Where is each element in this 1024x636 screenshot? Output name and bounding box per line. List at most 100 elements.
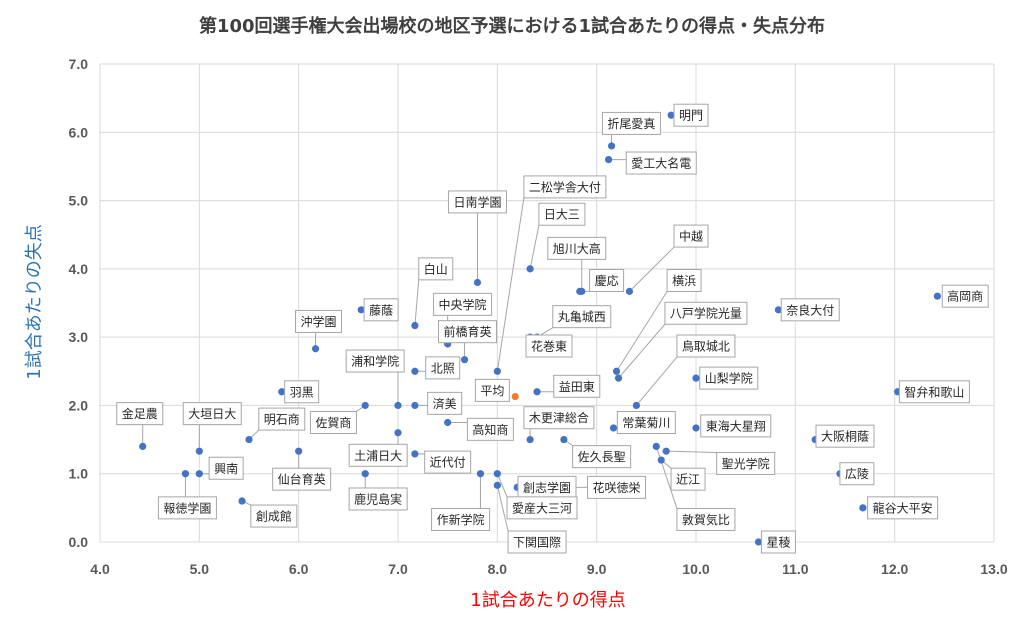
- data-label-box: [625, 151, 697, 175]
- data-label: 日南学園: [447, 190, 507, 214]
- x-tick-label: 7.0: [388, 561, 408, 577]
- data-point: [476, 470, 485, 478]
- data-label-box: [699, 366, 759, 390]
- data-label-box: [670, 467, 706, 491]
- data-label: 東海大星翔: [700, 414, 772, 438]
- data-point: [612, 367, 621, 375]
- data-label-box: [418, 257, 454, 281]
- data-point: [295, 447, 303, 455]
- data-label-text: 二松学舎大付: [529, 179, 601, 194]
- data-label-text: 東海大星翔: [706, 418, 766, 433]
- data-point: [933, 292, 941, 300]
- y-tick-label: 5.0: [69, 193, 89, 209]
- data-label-box: [208, 456, 244, 480]
- data-label-text: 丸亀城西: [558, 310, 606, 324]
- data-label-text: 佐賀商: [315, 415, 351, 430]
- data-label-text: 日大三: [544, 208, 580, 222]
- data-label-text: 興南: [214, 461, 238, 476]
- data-point: [526, 265, 534, 273]
- data-label-box: [572, 445, 632, 469]
- data-label-text: 敦賀気比: [682, 512, 730, 527]
- label-leader-line: [666, 450, 717, 453]
- data-label-text: 羽黒: [290, 385, 314, 399]
- data-point: [195, 470, 203, 478]
- data-label: 藤蔭: [363, 298, 399, 322]
- average-point: [511, 392, 519, 401]
- data-label-box: [525, 334, 573, 358]
- data-label: 高岡商: [941, 284, 989, 308]
- data-label-box: [941, 284, 989, 308]
- data-label-text: 横浜: [672, 274, 696, 288]
- data-point: [754, 538, 763, 546]
- data-label-box: [433, 292, 493, 316]
- data-label-box: [363, 298, 399, 322]
- data-label-text: 大阪桐蔭: [821, 430, 869, 444]
- data-label-text: 益田東: [559, 380, 595, 394]
- data-label-box: [250, 504, 298, 528]
- data-point: [652, 442, 660, 450]
- data-label: 日大三: [538, 202, 586, 226]
- data-label: 大阪桐蔭: [815, 424, 875, 448]
- data-label: 折尾愛真: [601, 111, 661, 135]
- data-label-box: [507, 530, 567, 554]
- y-tick-label: 2.0: [69, 397, 89, 413]
- data-label-box: [258, 407, 306, 431]
- data-label-text: 下関国際: [513, 536, 561, 550]
- data-label-text: 浦和学院: [351, 354, 399, 369]
- data-label-text: 高知商: [472, 422, 508, 437]
- data-point: [394, 401, 402, 410]
- x-tick-label: 13.0: [980, 561, 1007, 577]
- average-label: 平均: [474, 378, 510, 402]
- data-label: 創志学園: [517, 475, 577, 499]
- data-label: 土浦日大: [348, 443, 408, 467]
- data-point: [473, 278, 482, 287]
- data-label-text: 近代付: [430, 456, 466, 470]
- y-axis-ticks: 0.0 1.0 2.0 3.0 4.0 5.0 6.0 7.0: [69, 56, 89, 550]
- data-label-text: 大垣日大: [188, 407, 236, 421]
- label-leader-line: [618, 323, 666, 379]
- data-label-text: 愛産大三河: [512, 500, 572, 515]
- data-label-text: 花巻東: [531, 339, 567, 354]
- data-label-box: [425, 356, 461, 380]
- data-label-text: 聖光学院: [722, 456, 770, 471]
- data-label: 丸亀城西: [552, 305, 612, 329]
- data-label-box: [676, 507, 736, 531]
- data-point: [493, 481, 501, 489]
- data-label: 花咲徳栄: [587, 475, 647, 499]
- data-label-box: [815, 424, 875, 448]
- data-label: 智弁和歌山: [898, 380, 970, 404]
- label-leader-line: [529, 225, 540, 269]
- data-point: [625, 287, 634, 295]
- data-label-text: 龍谷大平安: [873, 500, 933, 515]
- data-point: [181, 470, 190, 478]
- x-tick-label: 4.0: [90, 561, 110, 577]
- x-axis-ticks: 4.0 5.0 6.0 7.0 8.0 9.0 10.0 11.0 12.0 13.0: [90, 561, 1008, 577]
- data-label-box: [700, 414, 772, 438]
- data-label-box: [284, 380, 320, 404]
- data-label: 済美: [427, 391, 463, 415]
- data-point: [533, 388, 541, 396]
- label-leader-line: [629, 246, 675, 292]
- data-label-text: 花咲徳栄: [593, 480, 641, 495]
- data-label: 二松学舎大付: [523, 175, 607, 199]
- data-label-text: 山梨学院: [705, 371, 753, 386]
- data-label: 木更津総合: [523, 406, 595, 430]
- data-point: [614, 374, 623, 382]
- data-label-box: [431, 507, 491, 531]
- data-label-text: 鳥取城北: [682, 339, 730, 354]
- data-label-box: [867, 496, 939, 520]
- data-label-text: 済美: [433, 396, 457, 411]
- data-label-text: 前橋育英: [444, 324, 492, 339]
- label-leader-line: [414, 279, 420, 326]
- data-label: 敦賀気比: [676, 507, 736, 531]
- data-label: 益田東: [553, 374, 601, 398]
- data-label: 星稜: [760, 530, 796, 554]
- data-label: 広陵: [839, 462, 875, 486]
- data-label-text: 沖学園: [301, 314, 337, 329]
- data-label: 愛産大三河: [506, 496, 578, 520]
- y-tick-label: 3.0: [69, 329, 89, 345]
- data-label-box: [547, 236, 607, 260]
- label-leader-line: [496, 197, 525, 372]
- data-label-text: 奈良大付: [786, 302, 834, 317]
